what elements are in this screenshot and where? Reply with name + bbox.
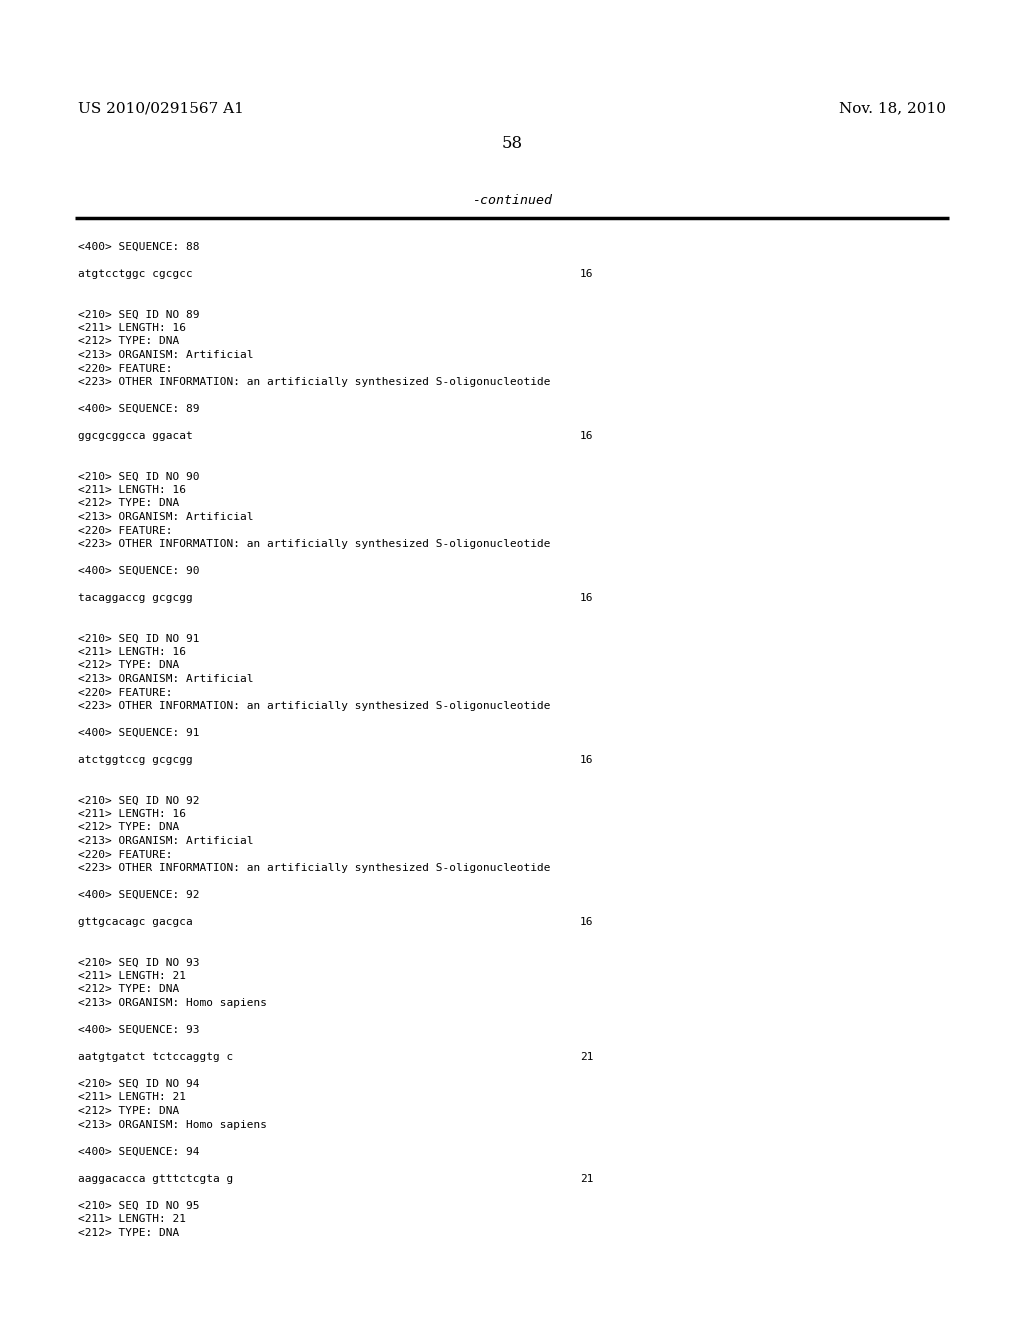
Text: <220> FEATURE:: <220> FEATURE: xyxy=(78,525,172,536)
Text: <210> SEQ ID NO 90: <210> SEQ ID NO 90 xyxy=(78,471,200,482)
Text: <212> TYPE: DNA: <212> TYPE: DNA xyxy=(78,1228,179,1238)
Text: 16: 16 xyxy=(580,269,594,279)
Text: <210> SEQ ID NO 89: <210> SEQ ID NO 89 xyxy=(78,309,200,319)
Text: <223> OTHER INFORMATION: an artificially synthesized S-oligonucleotide: <223> OTHER INFORMATION: an artificially… xyxy=(78,539,551,549)
Text: 21: 21 xyxy=(580,1052,594,1063)
Text: <400> SEQUENCE: 88: <400> SEQUENCE: 88 xyxy=(78,242,200,252)
Text: gttgcacagc gacgca: gttgcacagc gacgca xyxy=(78,917,193,927)
Text: <211> LENGTH: 21: <211> LENGTH: 21 xyxy=(78,1093,186,1102)
Text: <223> OTHER INFORMATION: an artificially synthesized S-oligonucleotide: <223> OTHER INFORMATION: an artificially… xyxy=(78,701,551,711)
Text: aatgtgatct tctccaggtg c: aatgtgatct tctccaggtg c xyxy=(78,1052,233,1063)
Text: Nov. 18, 2010: Nov. 18, 2010 xyxy=(839,102,946,115)
Text: 21: 21 xyxy=(580,1173,594,1184)
Text: <212> TYPE: DNA: <212> TYPE: DNA xyxy=(78,822,179,833)
Text: atctggtccg gcgcgg: atctggtccg gcgcgg xyxy=(78,755,193,766)
Text: <400> SEQUENCE: 91: <400> SEQUENCE: 91 xyxy=(78,729,200,738)
Text: <220> FEATURE:: <220> FEATURE: xyxy=(78,363,172,374)
Text: <211> LENGTH: 21: <211> LENGTH: 21 xyxy=(78,972,186,981)
Text: <220> FEATURE:: <220> FEATURE: xyxy=(78,850,172,859)
Text: <212> TYPE: DNA: <212> TYPE: DNA xyxy=(78,985,179,994)
Text: aaggacacca gtttctcgta g: aaggacacca gtttctcgta g xyxy=(78,1173,233,1184)
Text: <223> OTHER INFORMATION: an artificially synthesized S-oligonucleotide: <223> OTHER INFORMATION: an artificially… xyxy=(78,378,551,387)
Text: <211> LENGTH: 16: <211> LENGTH: 16 xyxy=(78,484,186,495)
Text: <213> ORGANISM: Homo sapiens: <213> ORGANISM: Homo sapiens xyxy=(78,998,267,1008)
Text: <212> TYPE: DNA: <212> TYPE: DNA xyxy=(78,660,179,671)
Text: <220> FEATURE:: <220> FEATURE: xyxy=(78,688,172,697)
Text: <400> SEQUENCE: 89: <400> SEQUENCE: 89 xyxy=(78,404,200,414)
Text: <211> LENGTH: 16: <211> LENGTH: 16 xyxy=(78,647,186,657)
Text: -continued: -continued xyxy=(472,194,552,206)
Text: <213> ORGANISM: Artificial: <213> ORGANISM: Artificial xyxy=(78,675,254,684)
Text: <213> ORGANISM: Homo sapiens: <213> ORGANISM: Homo sapiens xyxy=(78,1119,267,1130)
Text: <212> TYPE: DNA: <212> TYPE: DNA xyxy=(78,337,179,346)
Text: <212> TYPE: DNA: <212> TYPE: DNA xyxy=(78,499,179,508)
Text: <211> LENGTH: 21: <211> LENGTH: 21 xyxy=(78,1214,186,1224)
Text: <400> SEQUENCE: 92: <400> SEQUENCE: 92 xyxy=(78,890,200,900)
Text: <211> LENGTH: 16: <211> LENGTH: 16 xyxy=(78,323,186,333)
Text: 16: 16 xyxy=(580,755,594,766)
Text: <210> SEQ ID NO 91: <210> SEQ ID NO 91 xyxy=(78,634,200,644)
Text: 16: 16 xyxy=(580,432,594,441)
Text: <213> ORGANISM: Artificial: <213> ORGANISM: Artificial xyxy=(78,512,254,521)
Text: <223> OTHER INFORMATION: an artificially synthesized S-oligonucleotide: <223> OTHER INFORMATION: an artificially… xyxy=(78,863,551,873)
Text: US 2010/0291567 A1: US 2010/0291567 A1 xyxy=(78,102,244,115)
Text: <213> ORGANISM: Artificial: <213> ORGANISM: Artificial xyxy=(78,350,254,360)
Text: <400> SEQUENCE: 90: <400> SEQUENCE: 90 xyxy=(78,566,200,576)
Text: 16: 16 xyxy=(580,917,594,927)
Text: <210> SEQ ID NO 94: <210> SEQ ID NO 94 xyxy=(78,1078,200,1089)
Text: <210> SEQ ID NO 92: <210> SEQ ID NO 92 xyxy=(78,796,200,805)
Text: <400> SEQUENCE: 94: <400> SEQUENCE: 94 xyxy=(78,1147,200,1156)
Text: <210> SEQ ID NO 95: <210> SEQ ID NO 95 xyxy=(78,1200,200,1210)
Text: ggcgcggcca ggacat: ggcgcggcca ggacat xyxy=(78,432,193,441)
Text: <213> ORGANISM: Artificial: <213> ORGANISM: Artificial xyxy=(78,836,254,846)
Text: <212> TYPE: DNA: <212> TYPE: DNA xyxy=(78,1106,179,1115)
Text: tacaggaccg gcgcgg: tacaggaccg gcgcgg xyxy=(78,593,193,603)
Text: <400> SEQUENCE: 93: <400> SEQUENCE: 93 xyxy=(78,1026,200,1035)
Text: 58: 58 xyxy=(502,135,522,152)
Text: 16: 16 xyxy=(580,593,594,603)
Text: <211> LENGTH: 16: <211> LENGTH: 16 xyxy=(78,809,186,818)
Text: <210> SEQ ID NO 93: <210> SEQ ID NO 93 xyxy=(78,957,200,968)
Text: atgtcctggc cgcgcc: atgtcctggc cgcgcc xyxy=(78,269,193,279)
